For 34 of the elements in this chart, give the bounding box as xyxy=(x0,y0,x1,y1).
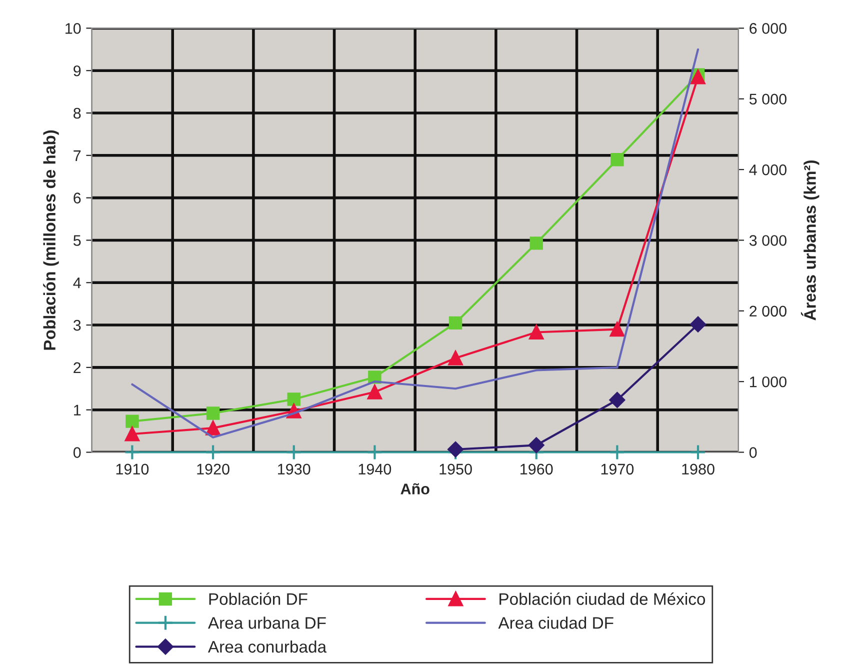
legend-label: Población DF xyxy=(209,592,308,605)
legend-label: Area conurbada xyxy=(208,640,327,653)
legend-label: Area ciudad DF xyxy=(498,616,614,629)
y-tick-label: 1 xyxy=(74,404,81,416)
y2-tick-label: 1 000 xyxy=(750,376,786,388)
x-axis-title: Año xyxy=(400,483,430,494)
x-tick-label: 1970 xyxy=(601,464,634,475)
y-tick-label: 9 xyxy=(74,65,81,76)
y2-tick-label: 2 000 xyxy=(750,306,786,317)
legend-label: Area urbana DF xyxy=(208,616,326,629)
x-tick-label: 1980 xyxy=(682,464,714,475)
x-tick-label: 1920 xyxy=(197,464,230,475)
y-tick-label: 0 xyxy=(73,447,81,458)
y-tick-label: 6 xyxy=(74,192,81,204)
y-tick-label: 5 xyxy=(73,235,81,246)
x-tick-label: 1930 xyxy=(278,464,310,475)
y2-tick-label: 3 000 xyxy=(749,235,786,246)
y-tick-label: 10 xyxy=(66,23,81,34)
y-tick-label: 4 xyxy=(73,278,81,288)
x-tick-label: 1910 xyxy=(116,464,149,475)
y-axis-title: Población (millones de hab) xyxy=(43,130,59,350)
y2-tick-label: 5 000 xyxy=(749,94,786,105)
y2-tick-label: 4 000 xyxy=(749,164,786,176)
y-tick-label: 7 xyxy=(74,150,81,161)
y-tick-label: 3 xyxy=(73,320,81,331)
x-tick-label: 1960 xyxy=(520,464,553,475)
y2-tick-label: 0 xyxy=(749,447,757,458)
y-tick-label: 8 xyxy=(74,108,81,119)
y2-axis-title: Áreas urbanas (km²) xyxy=(800,160,820,320)
x-tick-label: 1950 xyxy=(440,464,472,475)
legend-label: Población ciudad de México xyxy=(500,592,706,605)
y2-tick-label: 6 000 xyxy=(750,23,786,34)
x-tick-label: 1940 xyxy=(358,464,392,475)
y-tick-label: 2 xyxy=(74,362,81,373)
